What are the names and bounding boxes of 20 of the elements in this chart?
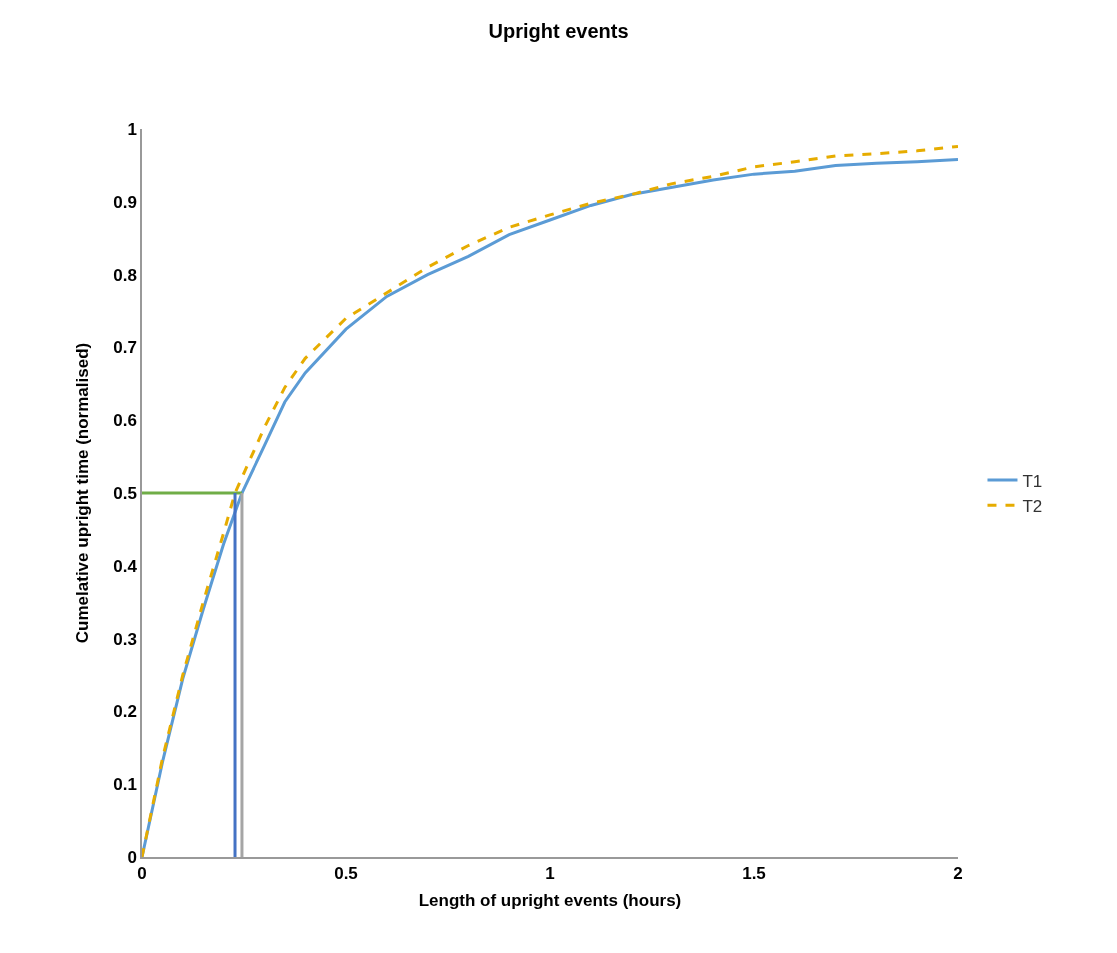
y-tick-label: 0.4 <box>113 556 138 576</box>
legend-label: T1 <box>1022 471 1043 491</box>
chart-title: Upright events <box>488 20 629 42</box>
y-tick-label: 0 <box>127 847 137 867</box>
x-tick-label: 1 <box>545 864 555 884</box>
y-tick-label: 0.9 <box>113 192 137 212</box>
x-tick-label: 0.5 <box>334 864 358 884</box>
y-tick-label: 0.1 <box>113 775 137 795</box>
y-tick-label: 0.2 <box>113 702 137 722</box>
legend-label: T2 <box>1022 496 1043 516</box>
y-axis-title: Cumelative upright time (normalised) <box>73 342 93 644</box>
y-tick-label: 0.6 <box>113 411 137 431</box>
y-tick-label: 0.7 <box>113 338 137 358</box>
y-tick-label: 0.3 <box>113 629 137 649</box>
x-axis-title: Length of upright events (hours) <box>418 891 682 911</box>
y-tick-label: 0.8 <box>113 265 137 285</box>
x-tick-label: 1.5 <box>742 864 766 884</box>
x-tick-label: 2 <box>953 864 963 884</box>
y-tick-label: 1 <box>127 119 137 139</box>
y-tick-label: 0.5 <box>113 483 137 503</box>
